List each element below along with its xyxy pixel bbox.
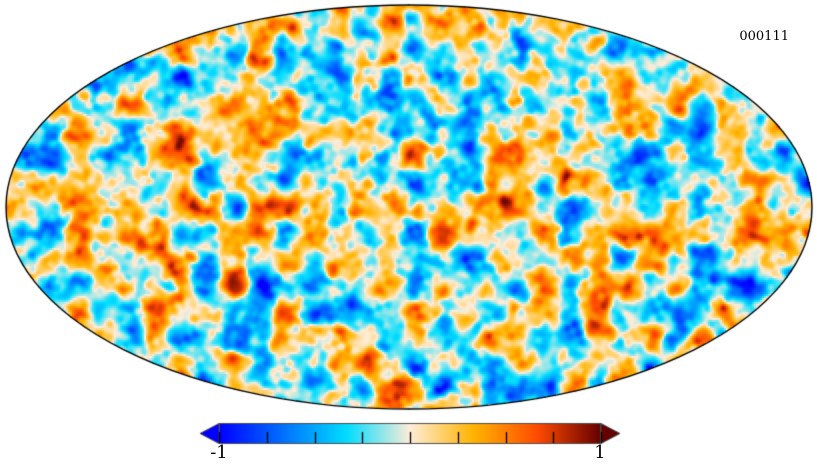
run-id-label: 000111 — [739, 29, 789, 44]
colorbar-max-label: 1 — [594, 442, 606, 463]
colorbar-min-label: -1 — [210, 442, 228, 463]
